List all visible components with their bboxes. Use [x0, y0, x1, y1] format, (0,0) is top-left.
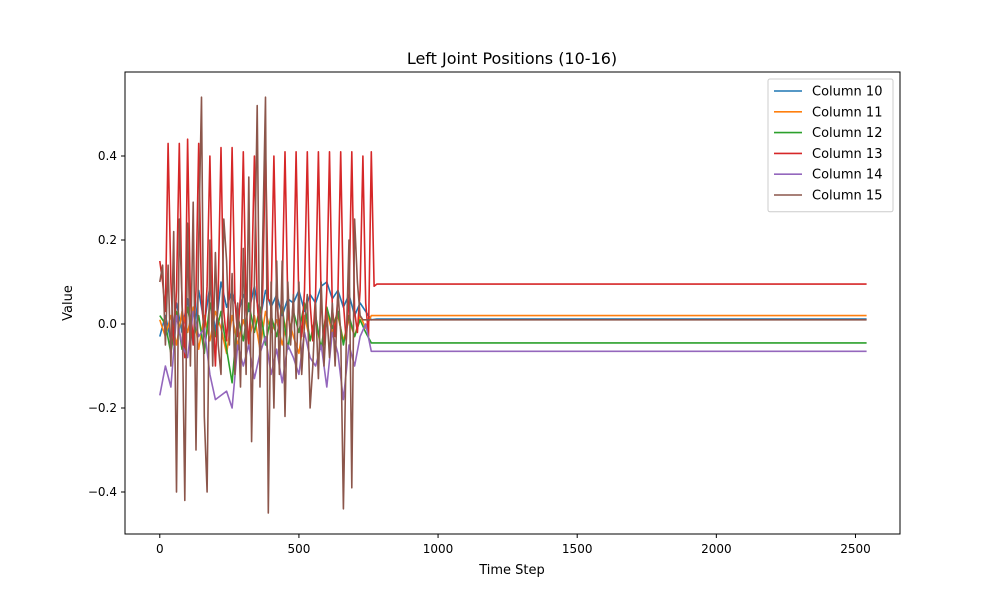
series-line-4 [159, 138, 867, 367]
x-tick-label: 0 [156, 542, 164, 556]
x-tick-label: 500 [287, 542, 310, 556]
legend-label: Column 11 [812, 105, 882, 120]
legend-label: Column 12 [812, 126, 882, 141]
x-axis-label: Time Step [478, 563, 545, 578]
y-tick-label: 0.2 [98, 233, 117, 247]
x-tick-label: 2500 [840, 542, 871, 556]
plot-lines [159, 96, 867, 514]
y-tick-label: −0.2 [88, 401, 117, 415]
legend: Column 10 Column 11 Column 12 Column 13 Colu… [767, 78, 894, 213]
x-tick-label: 2000 [701, 542, 732, 556]
y-tick-label: −0.4 [88, 485, 117, 499]
y-tick-label: 0.4 [98, 149, 117, 163]
legend-label: Column 14 [812, 168, 882, 183]
plot-area-frame [124, 71, 901, 535]
x-axis: 0 500 1000 1500 2000 2500 [156, 534, 871, 556]
legend-label: Column 15 [812, 189, 882, 204]
legend-label: Column 13 [812, 147, 882, 162]
x-tick-label: 1500 [562, 542, 593, 556]
chart-title: Left Joint Positions (10-16) [407, 49, 617, 68]
x-tick-label: 1000 [423, 542, 454, 556]
series-line-6 [159, 96, 867, 514]
y-axis: −0.4 −0.2 0.0 0.2 0.4 [88, 149, 125, 499]
y-tick-label: 0.0 [98, 317, 117, 331]
y-axis-label: Value [61, 285, 76, 321]
legend-label: Column 10 [812, 85, 882, 100]
